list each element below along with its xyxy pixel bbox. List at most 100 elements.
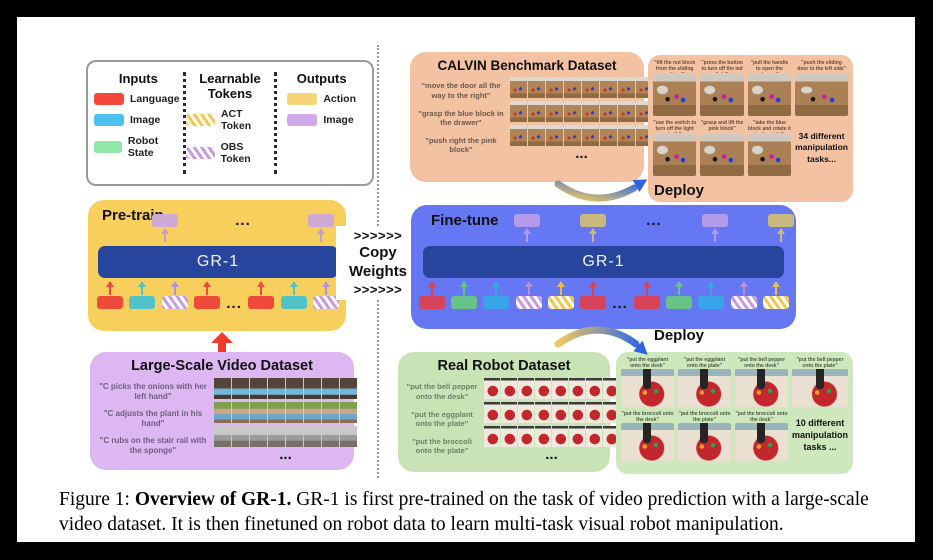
copy-weights-line1: Copy bbox=[359, 244, 397, 262]
video-frame bbox=[340, 426, 357, 447]
video-frame bbox=[564, 125, 581, 146]
result-thumbnail bbox=[735, 369, 788, 407]
legend-title-learnable-tokens: Learnable Tokens bbox=[199, 71, 261, 101]
act-token bbox=[547, 281, 574, 312]
video-frame bbox=[286, 402, 303, 423]
result-caption: "put the bell pepper onto the plate" bbox=[796, 357, 844, 368]
result-item: "press the button to turn off the led li… bbox=[700, 60, 744, 116]
token-chip bbox=[451, 296, 478, 309]
video-frame bbox=[232, 402, 249, 423]
legend-item-robot-state: Robot State bbox=[94, 135, 183, 159]
task-quote: "push right the pink block" bbox=[425, 135, 497, 155]
up-arrow-icon bbox=[776, 228, 786, 242]
video-strips: ... bbox=[214, 378, 357, 463]
video-frame bbox=[535, 426, 551, 447]
act-token bbox=[762, 281, 789, 312]
video-frame bbox=[304, 426, 321, 447]
finetune-box: Fine-tune ... GR-1 ... bbox=[411, 205, 796, 329]
legend-item-image: Image bbox=[94, 113, 183, 126]
token-chip bbox=[580, 296, 607, 309]
video-frame bbox=[546, 77, 563, 98]
tasks-note: 10 different manipulation tasks ... bbox=[792, 418, 848, 452]
chevrons-top: >>>>>> bbox=[353, 228, 403, 243]
large-scale-video-dataset-box: Large-Scale Video Dataset "C picks the o… bbox=[90, 352, 357, 470]
result-caption: "grasp and lift the pink block" bbox=[700, 120, 744, 132]
video-frame bbox=[501, 402, 517, 423]
state-token bbox=[666, 281, 693, 312]
deploy-arrow-bottom-icon bbox=[554, 326, 648, 355]
task-quote: "C adjusts the plant in his hand" bbox=[103, 408, 203, 428]
video-frame bbox=[484, 426, 500, 447]
result-caption: "push the sliding door to the left side" bbox=[797, 60, 846, 72]
up-arrow-icon bbox=[459, 281, 469, 295]
deploy-arrow-top-icon bbox=[554, 179, 648, 202]
legend-label: Image bbox=[130, 113, 161, 126]
video-frame bbox=[484, 402, 500, 423]
result-thumbnail bbox=[678, 369, 731, 407]
video-frame bbox=[250, 402, 267, 423]
copy-weights-label: >>>>>> Copy Weights >>>>>> bbox=[336, 226, 420, 300]
video-frame bbox=[535, 378, 551, 399]
up-arrow-icon bbox=[739, 281, 749, 295]
ellipsis: ... bbox=[575, 145, 588, 162]
token-chip bbox=[580, 214, 607, 227]
result-caption: "put the eggplant onto the desk" bbox=[626, 357, 669, 368]
result-item: "put the bell pepper onto the plate" bbox=[792, 357, 848, 407]
video-frame bbox=[340, 402, 357, 423]
img-ft-token bbox=[698, 281, 725, 312]
result-item: "put the eggplant onto the desk" bbox=[621, 357, 674, 407]
video-frame bbox=[552, 378, 568, 399]
video-frame bbox=[552, 426, 568, 447]
up-arrow-icon bbox=[524, 281, 534, 295]
video-frame bbox=[510, 77, 527, 98]
token-chip bbox=[129, 296, 156, 309]
legend-item-obs-token: OBS Token bbox=[185, 140, 275, 165]
lang-ft-token bbox=[419, 281, 445, 312]
image-out-ft-token bbox=[514, 214, 540, 244]
calvin-quotes: "move the door all the way to the right"… bbox=[418, 77, 504, 159]
legend-label: OBS Token bbox=[220, 140, 251, 165]
real-robot-dataset-box: Real Robot Dataset "put the bell pepper … bbox=[398, 352, 619, 472]
token-chip bbox=[701, 214, 728, 227]
film-strip bbox=[510, 125, 653, 146]
legend-item-act-token: ACT Token bbox=[185, 107, 275, 132]
legend-swatch bbox=[185, 113, 215, 126]
red-up-arrow-icon bbox=[211, 332, 233, 353]
token-chip bbox=[483, 296, 510, 309]
ellipsis: ... bbox=[279, 446, 292, 463]
up-arrow-icon bbox=[491, 281, 501, 295]
video-frame bbox=[518, 426, 534, 447]
up-arrow-icon bbox=[105, 281, 115, 295]
deploy-label-top: Deploy bbox=[654, 182, 705, 199]
video-frame bbox=[600, 101, 617, 122]
token-chip bbox=[161, 296, 188, 309]
film-strip bbox=[484, 378, 619, 399]
task-quote: "put the broccoli onto the plate" bbox=[412, 436, 472, 456]
video-frame bbox=[510, 101, 527, 122]
result-caption: "put the broccoli onto the desk" bbox=[735, 411, 788, 422]
pretrain-output-token-row: ... bbox=[152, 213, 334, 244]
calvin-strips: ... bbox=[510, 77, 653, 162]
result-item: "lift the red block from the sliding cab… bbox=[653, 60, 697, 116]
result-thumbnail bbox=[653, 134, 697, 176]
img-ft-token bbox=[483, 281, 510, 312]
legend-item-action: Action bbox=[287, 92, 356, 105]
caption-bold: Overview of GR-1. bbox=[134, 489, 292, 510]
video-frame bbox=[618, 101, 635, 122]
video-frame bbox=[600, 125, 617, 146]
legend-label: ACT Token bbox=[220, 107, 252, 132]
calvin-deploy-results-box: "lift the red block from the sliding cab… bbox=[648, 55, 853, 202]
result-thumbnail bbox=[795, 74, 848, 116]
obs-token bbox=[730, 281, 757, 312]
video-frame bbox=[569, 378, 585, 399]
result-item: "put the broccoli onto the plate" bbox=[678, 411, 731, 461]
up-arrow-icon bbox=[321, 281, 331, 295]
ellipsis: ... bbox=[646, 212, 662, 229]
ellipsis: ... bbox=[545, 446, 558, 463]
video-frame bbox=[250, 426, 267, 447]
caption-prefix: Figure 1: bbox=[59, 489, 135, 510]
result-thumbnail bbox=[747, 134, 792, 176]
video-quotes: "C picks the onions with her left hand" "… bbox=[98, 378, 208, 460]
video-frame bbox=[603, 402, 619, 423]
result-caption: "put the broccoli onto the plate" bbox=[678, 411, 731, 422]
